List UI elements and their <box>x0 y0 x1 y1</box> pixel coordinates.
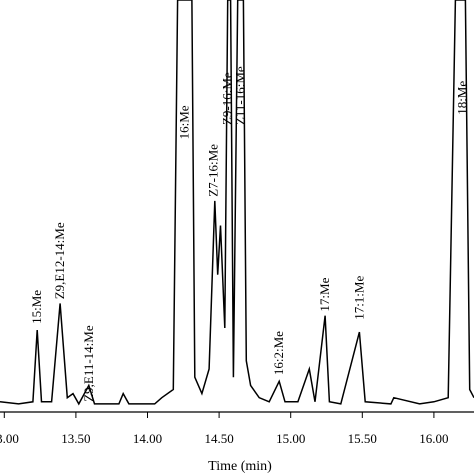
peak-label: 15:Me <box>29 290 44 324</box>
x-tick-label: 15.00 <box>276 431 305 446</box>
x-axis-label: Time (min) <box>208 459 272 474</box>
x-tick-label: 15.50 <box>348 431 377 446</box>
x-tick-label: 16.00 <box>419 431 448 446</box>
peak-label: Z9,E11-14:Me <box>81 325 96 402</box>
peak-label: 16:Me <box>177 105 192 139</box>
peak-label: 16:2:Me <box>271 331 286 375</box>
trace <box>0 0 474 406</box>
peak-label: 18:Me <box>455 81 470 115</box>
peak-label: Z9-16:Me <box>220 72 235 125</box>
peak-label: Z11-16:Me <box>233 66 248 125</box>
plot-area <box>0 0 474 406</box>
peak-label: 17:Me <box>317 277 332 311</box>
x-tick-label: 13.00 <box>0 431 19 446</box>
x-tick-label: 13.50 <box>61 431 90 446</box>
peak-label: Z7-16:Me <box>205 144 220 197</box>
peak-label: Z9,E12-14:Me <box>52 222 67 299</box>
x-tick-label: 14.00 <box>133 431 162 446</box>
peak-label: 17:1:Me <box>351 276 366 320</box>
x-tick-label: 14.50 <box>204 431 233 446</box>
